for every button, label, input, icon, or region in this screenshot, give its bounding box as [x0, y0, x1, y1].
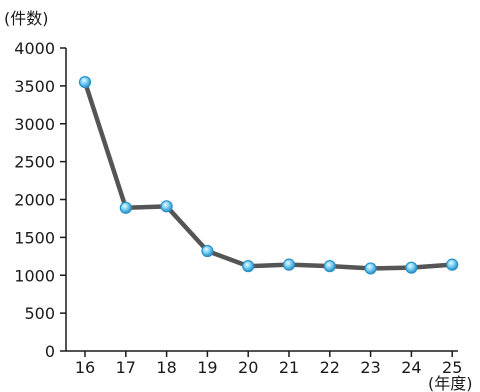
series-group — [78, 75, 459, 275]
data-point-17 — [119, 201, 132, 214]
y-tick-label: 4000 — [14, 39, 55, 58]
y-tick-label: 0 — [45, 342, 55, 361]
x-tick-label: 24 — [401, 358, 421, 377]
x-tick-label: 19 — [197, 358, 217, 377]
x-tick-label: 22 — [320, 358, 340, 377]
data-point-16 — [78, 75, 92, 89]
x-tick-label: 17 — [116, 358, 136, 377]
data-point-23 — [364, 262, 377, 275]
y-tick-label: 3000 — [14, 115, 55, 134]
y-tick-label: 1000 — [14, 266, 55, 285]
data-point-21 — [282, 258, 296, 271]
y-axis-ticks: 0 500 1000 1500 2000 2500 3000 3500 4000 — [14, 39, 66, 361]
x-tick-label: 25 — [442, 358, 462, 377]
y-tick-label: 2500 — [14, 153, 55, 172]
x-tick-label: 18 — [156, 358, 176, 377]
data-point-20 — [242, 260, 255, 273]
y-tick-label: 2000 — [14, 191, 55, 210]
data-point-18 — [160, 200, 173, 213]
y-tick-label: 1500 — [14, 228, 55, 247]
y-axis-unit-label: (件数) — [4, 9, 49, 28]
data-point-22 — [323, 260, 336, 273]
data-point-24 — [405, 261, 418, 274]
data-point-19 — [201, 244, 214, 258]
y-tick-label: 500 — [24, 304, 55, 323]
x-axis-ticks: 16 17 18 19 20 21 22 23 24 25 — [75, 351, 462, 377]
x-tick-label: 16 — [75, 358, 95, 377]
x-tick-label: 21 — [279, 358, 299, 377]
series-line — [82, 79, 455, 271]
x-tick-label: 20 — [238, 358, 258, 377]
x-tick-label: 23 — [360, 358, 380, 377]
y-tick-label: 3500 — [14, 77, 55, 96]
x-axis-unit-label: (年度) — [428, 374, 473, 392]
data-point-25 — [446, 258, 459, 271]
